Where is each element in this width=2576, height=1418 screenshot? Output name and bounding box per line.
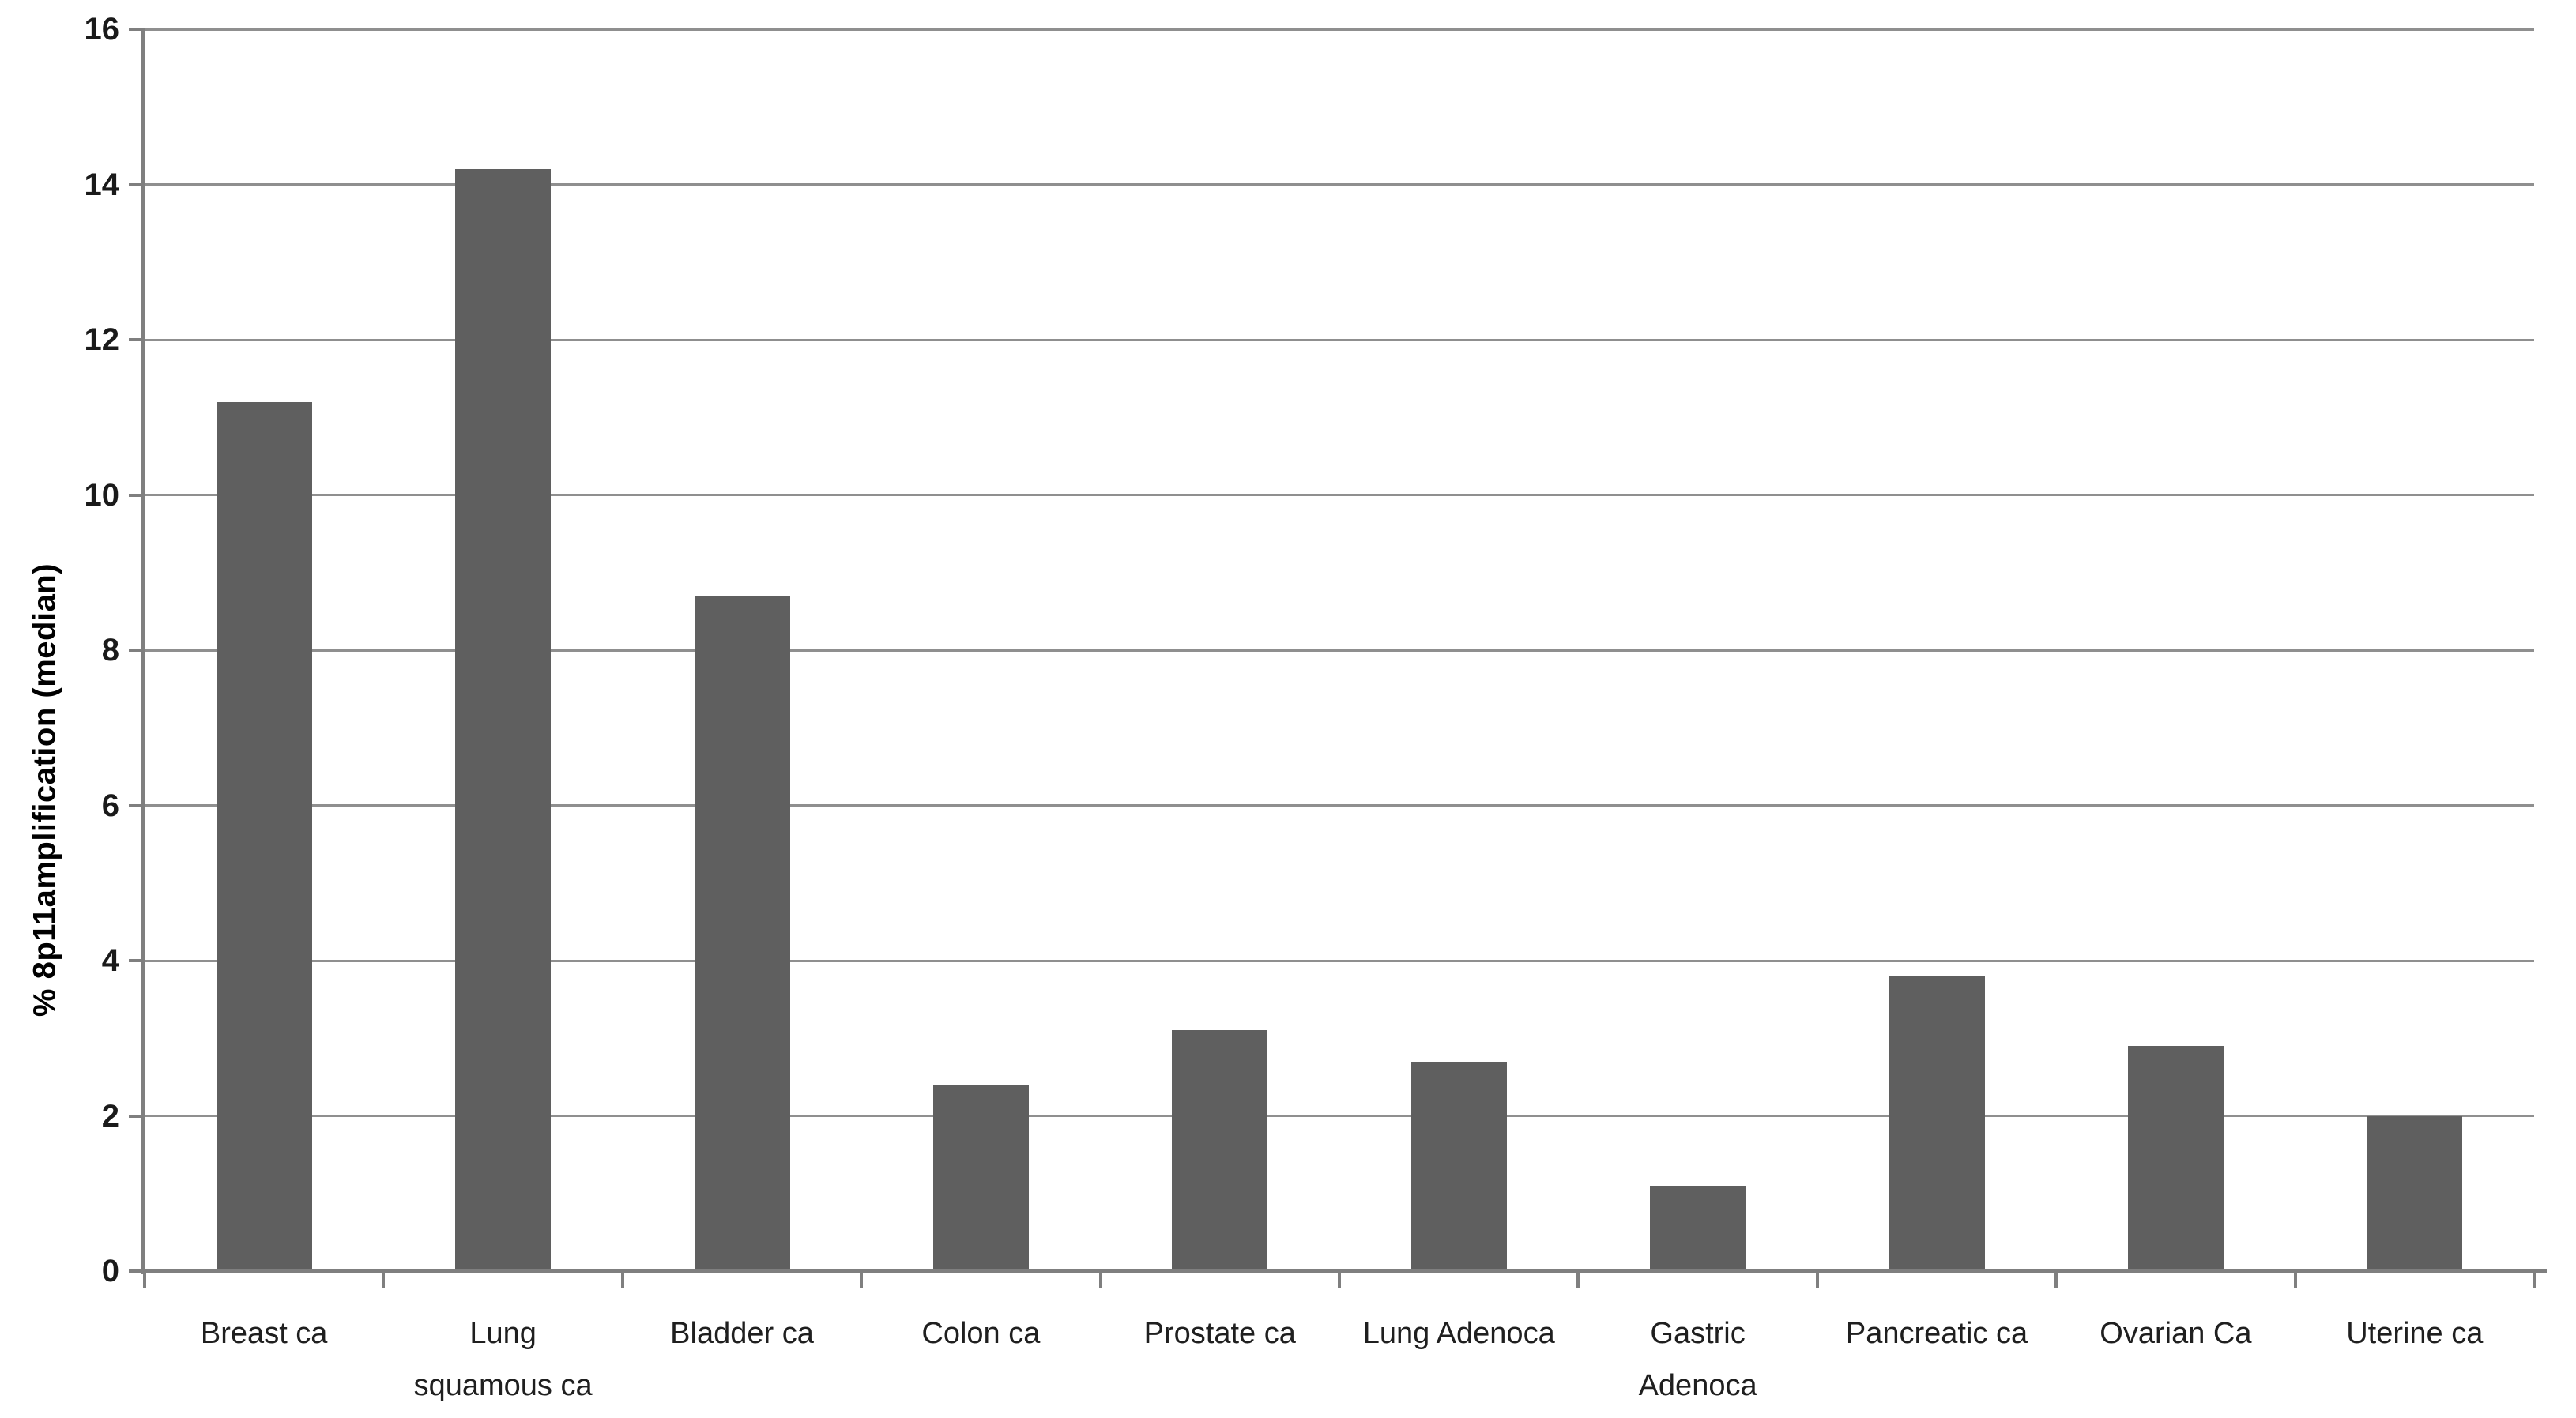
x-tick-label-line: Lung Adenoca <box>1362 1317 1555 1350</box>
y-tick <box>129 1269 142 1273</box>
x-tick <box>860 1271 864 1288</box>
bar <box>1410 1061 1507 1271</box>
gridline <box>145 338 2534 341</box>
x-tick <box>2293 1271 2297 1288</box>
x-tick <box>2054 1271 2058 1288</box>
x-tick-label-line: squamous ca <box>413 1369 593 1402</box>
bar <box>694 596 790 1271</box>
x-tick-label: Bladder ca <box>599 1307 885 1360</box>
bar <box>932 1085 1029 1271</box>
x-tick-label-line: Ovarian Ca <box>2100 1317 2252 1350</box>
gridline <box>145 494 2534 496</box>
bar <box>1172 1030 1268 1271</box>
y-tick <box>129 1114 142 1118</box>
gridline <box>145 1115 2534 1117</box>
x-tick <box>1815 1271 1819 1288</box>
gridline <box>145 649 2534 652</box>
x-tick-label-line: Colon ca <box>921 1317 1041 1350</box>
x-tick-label: Prostate ca <box>1077 1307 1363 1360</box>
x-tick-label-line: Breast ca <box>200 1317 328 1350</box>
x-tick-label-line: Adenoca <box>1638 1369 1757 1402</box>
gridline <box>145 804 2534 807</box>
y-tick <box>129 28 142 31</box>
x-tick-label-line: Uterine ca <box>2346 1317 2484 1350</box>
y-tick-label: 0 <box>101 1254 119 1288</box>
y-tick <box>129 959 142 962</box>
y-tick-label: 4 <box>101 943 119 978</box>
x-tick-label-line: Prostate ca <box>1143 1317 1296 1350</box>
bar <box>455 168 552 1271</box>
y-tick <box>129 649 142 652</box>
x-tick-label-line: Gastric <box>1650 1317 1746 1350</box>
x-tick-label: Breast ca <box>121 1307 407 1360</box>
y-axis-line <box>141 28 145 1274</box>
x-tick-label: Colon ca <box>838 1307 1124 1360</box>
bar <box>216 401 312 1271</box>
gridline <box>145 28 2534 31</box>
y-tick-label: 8 <box>101 633 119 668</box>
x-tick <box>143 1271 146 1288</box>
y-tick-label: 16 <box>84 12 120 47</box>
x-axis-line <box>141 1269 2547 1273</box>
x-tick-label: Gastric Adenoca <box>1554 1307 1840 1412</box>
y-tick <box>129 338 142 341</box>
bar <box>2127 1046 2224 1271</box>
x-tick <box>1338 1271 1341 1288</box>
x-tick <box>620 1271 624 1288</box>
y-tick-label: 14 <box>84 167 120 202</box>
bar <box>2367 1115 2463 1271</box>
y-tick <box>129 803 142 807</box>
gridline <box>145 183 2534 186</box>
x-tick <box>2533 1271 2536 1288</box>
x-tick-label: Pancreatic ca <box>1794 1307 2080 1360</box>
y-tick-label: 2 <box>101 1098 119 1134</box>
x-tick-label: Uterine ca <box>2272 1307 2558 1360</box>
x-tick-label-line: Lung <box>469 1317 537 1350</box>
x-tick-label: Lung Adenoca <box>1316 1307 1602 1360</box>
x-tick-label-line: Pancreatic ca <box>1845 1317 2028 1350</box>
y-tick-label: 6 <box>101 788 119 823</box>
y-tick <box>129 182 142 186</box>
y-tick-label: 10 <box>84 477 120 513</box>
x-tick <box>1576 1271 1580 1288</box>
y-tick-label: 12 <box>84 322 120 357</box>
x-tick <box>1098 1271 1102 1288</box>
x-tick <box>382 1271 386 1288</box>
x-tick-label: Lung squamous ca <box>360 1307 646 1412</box>
gridline <box>145 959 2534 962</box>
bar <box>1650 1185 1746 1271</box>
x-tick-label-line: Bladder ca <box>670 1317 814 1350</box>
bar <box>1889 976 1985 1271</box>
y-tick <box>129 493 142 497</box>
x-tick-label: Ovarian Ca <box>2032 1307 2318 1360</box>
